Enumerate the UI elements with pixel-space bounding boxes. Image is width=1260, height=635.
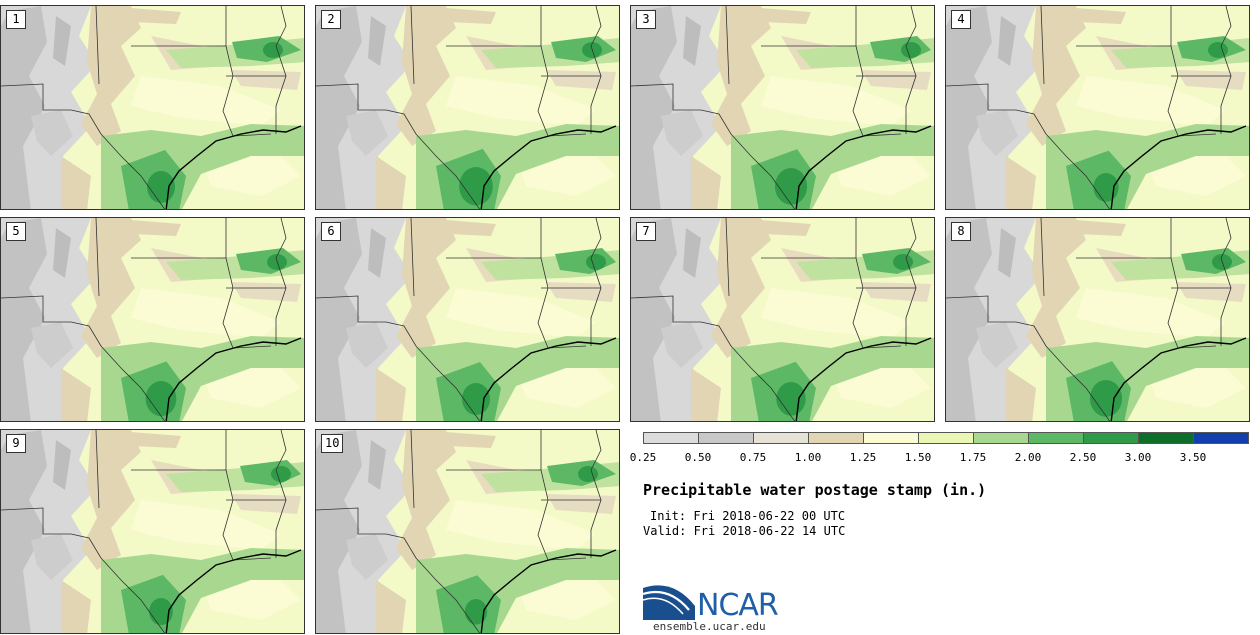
colorbar-tick-label: 1.75 <box>959 451 987 464</box>
precipitable-water-map <box>946 6 1249 209</box>
colorbar-segment <box>918 432 974 444</box>
colorbar <box>643 432 1249 444</box>
precipitable-water-map <box>946 218 1249 421</box>
ensemble-member-panel: 7 <box>630 217 935 422</box>
ensemble-member-panel: 5 <box>0 217 305 422</box>
member-number: 7 <box>636 222 656 241</box>
member-number: 6 <box>321 222 341 241</box>
colorbar-tick-label: 3.00 <box>1124 451 1152 464</box>
colorbar-segment <box>973 432 1029 444</box>
colorbar-segment <box>1138 432 1194 444</box>
precipitable-water-map <box>316 218 619 421</box>
colorbar-segment <box>643 432 699 444</box>
colorbar-segment <box>1083 432 1139 444</box>
member-number: 3 <box>636 10 656 29</box>
colorbar-tick-label: 0.75 <box>739 451 767 464</box>
member-number: 10 <box>321 434 344 453</box>
precipitable-water-map <box>316 6 619 209</box>
colorbar-tick-label: 2.50 <box>1069 451 1097 464</box>
ensemble-member-panel: 1 <box>0 5 305 210</box>
ensemble-member-panel: 8 <box>945 217 1250 422</box>
precipitable-water-map <box>631 6 934 209</box>
colorbar-segment <box>1028 432 1084 444</box>
colorbar-segment <box>753 432 809 444</box>
colorbar-segment <box>863 432 919 444</box>
precipitable-water-map <box>1 6 304 209</box>
ensemble-member-panel: 3 <box>630 5 935 210</box>
chart-title: Precipitable water postage stamp (in.) <box>643 481 987 499</box>
colorbar-tick-label: 1.00 <box>794 451 822 464</box>
member-number: 9 <box>6 434 26 453</box>
ensemble-member-panel: 2 <box>315 5 620 210</box>
member-number: 2 <box>321 10 341 29</box>
colorbar-tick-label: 2.00 <box>1014 451 1042 464</box>
colorbar-tick-label: 0.25 <box>629 451 657 464</box>
ensemble-member-panel: 9 <box>0 429 305 634</box>
ensemble-member-panel: 10 <box>315 429 620 634</box>
precipitable-water-map <box>1 218 304 421</box>
ensemble-member-panel: 6 <box>315 217 620 422</box>
valid-time: Valid: Fri 2018-06-22 14 UTC <box>643 524 846 538</box>
precipitable-water-map <box>631 218 934 421</box>
member-number: 8 <box>951 222 971 241</box>
colorbar-segment <box>698 432 754 444</box>
ncar-logo-icon <box>643 585 695 620</box>
init-time: Init: Fri 2018-06-22 00 UTC <box>650 509 846 523</box>
colorbar-segment <box>808 432 864 444</box>
member-number: 5 <box>6 222 26 241</box>
ncar-wordmark: NCAR <box>697 588 779 623</box>
colorbar-tick-label: 1.50 <box>904 451 932 464</box>
colorbar-tick-label: 3.50 <box>1179 451 1207 464</box>
colorbar-tick-label: 1.25 <box>849 451 877 464</box>
precipitable-water-map <box>316 430 619 633</box>
ensemble-member-panel: 4 <box>945 5 1250 210</box>
member-number: 1 <box>6 10 26 29</box>
colorbar-tick-label: 0.50 <box>684 451 712 464</box>
member-number: 4 <box>951 10 971 29</box>
precipitable-water-map <box>1 430 304 633</box>
logo-url: ensemble.ucar.edu <box>653 620 766 633</box>
colorbar-segment <box>1193 432 1249 444</box>
